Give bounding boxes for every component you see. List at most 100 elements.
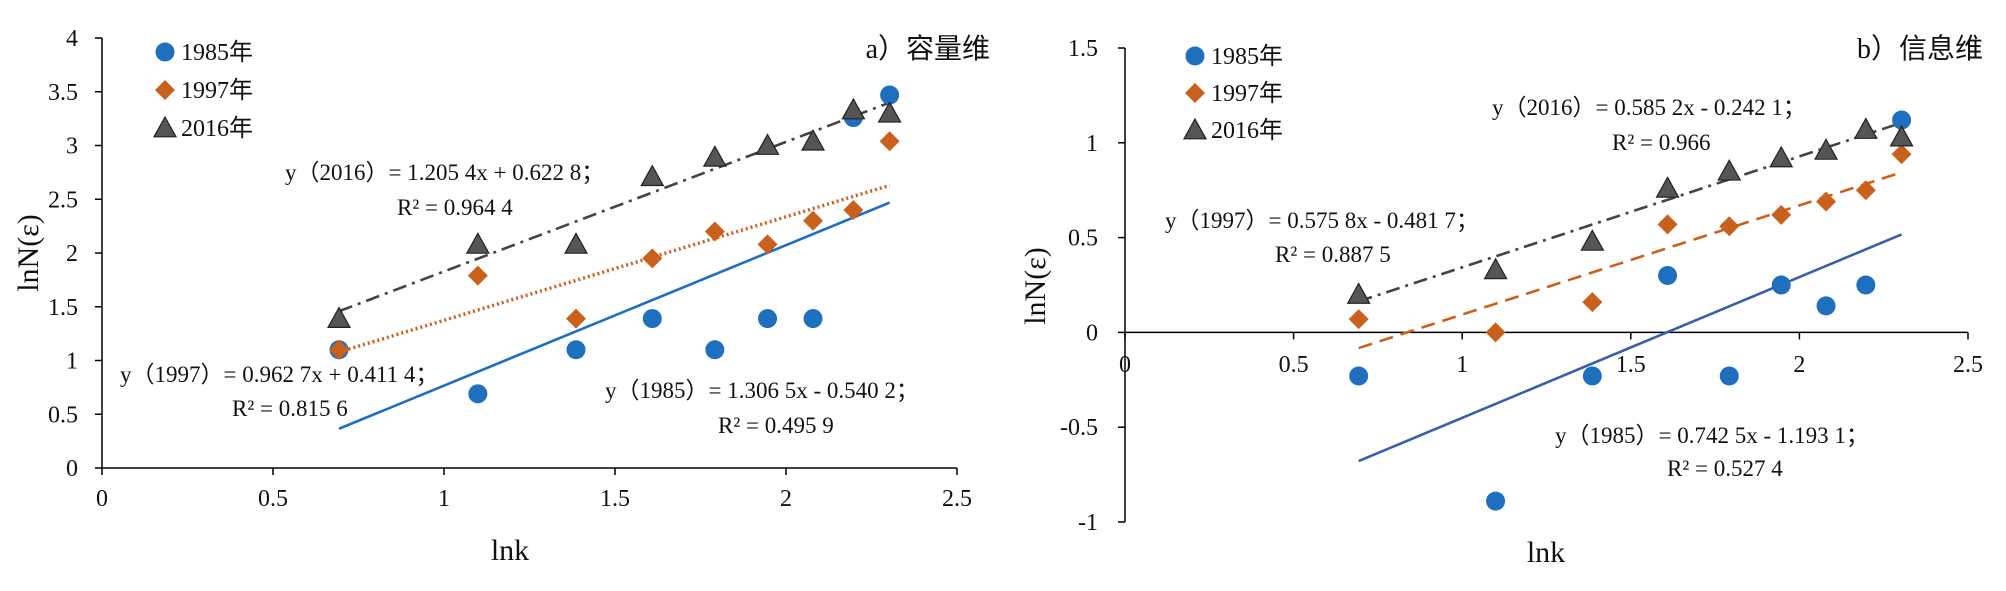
trendline-equation: y（1997）= 0.962 7x + 0.411 4； (120, 362, 438, 387)
legend-label: 1997年 (181, 77, 253, 104)
trendline-equation: y（2016）= 1.205 4x + 0.622 8； (285, 160, 604, 185)
r-squared-label: R² = 0.815 6 (232, 396, 348, 421)
data-point (1853, 117, 1878, 139)
x-tick-label: 2 (780, 486, 792, 512)
data-point (329, 339, 350, 360)
legend-marker (1185, 46, 1205, 66)
y-tick-label: 1 (66, 349, 78, 375)
data-point (1582, 292, 1603, 313)
data-point (1657, 214, 1678, 235)
y-tick-label: 3.5 (48, 80, 78, 106)
trendline-2 (338, 183, 891, 354)
data-point (465, 232, 490, 254)
data-point (758, 309, 778, 329)
data-point (467, 265, 488, 286)
y-tick-label: 0 (66, 456, 78, 482)
panel-title: b）信息维 (1857, 33, 1983, 65)
y-axis-title: lnN(ε) (12, 214, 45, 292)
data-point (1582, 366, 1602, 386)
x-tick-label: 0.5 (1279, 352, 1309, 378)
trendline-equation: y（1985）= 0.742 5x - 1.193 1； (1555, 423, 1869, 448)
data-point (566, 308, 587, 329)
data-point (879, 131, 900, 152)
trendline-equation: y（1997）= 0.575 8x - 0.481 7； (1165, 208, 1479, 233)
data-point (642, 309, 662, 329)
data-point (877, 101, 902, 123)
x-tick-label: 2.5 (1953, 352, 1983, 378)
data-point (803, 210, 824, 231)
x-tick-label: 2.5 (942, 486, 972, 512)
data-point (1580, 229, 1605, 251)
data-point (1855, 180, 1876, 201)
data-point (1816, 296, 1836, 316)
data-point (1816, 191, 1837, 212)
data-point (566, 340, 586, 360)
x-tick-label: 1 (1456, 352, 1468, 378)
data-point (803, 309, 823, 329)
r-squared-label: R² = 0.495 9 (718, 413, 834, 438)
r-squared-label: R² = 0.527 4 (1667, 456, 1783, 481)
trendline-equation: y（1985）= 1.306 5x - 0.540 2； (605, 378, 919, 403)
legend-label: 1997年 (1211, 80, 1283, 107)
data-point (1771, 204, 1792, 225)
x-axis-title: lnk (1527, 536, 1565, 569)
y-tick-label: 0.5 (48, 402, 78, 428)
data-point (841, 97, 866, 120)
x-tick-label: 1 (438, 486, 450, 512)
trendline-2 (1358, 171, 1902, 350)
data-point (843, 200, 864, 220)
legend-label: 2016年 (181, 115, 253, 142)
legend-marker (155, 80, 175, 100)
x-tick-label: 1.5 (1616, 352, 1646, 378)
data-point (1348, 309, 1369, 330)
data-point (704, 221, 725, 242)
data-point (755, 133, 780, 155)
x-tick-label: 2 (1793, 352, 1805, 378)
data-point (1483, 257, 1508, 280)
r-squared-label: R² = 0.966 (1612, 130, 1710, 155)
legend-marker (155, 42, 175, 62)
y-tick-label: 2.5 (48, 187, 78, 213)
data-point (1891, 144, 1912, 165)
y-tick-label: 1 (1086, 131, 1098, 157)
y-tick-label: 1.5 (1068, 36, 1098, 62)
data-point (800, 128, 826, 151)
data-point (1717, 159, 1742, 181)
y-tick-label: -1 (1078, 510, 1098, 536)
data-point (642, 248, 663, 269)
panel-title: a）容量维 (866, 33, 990, 65)
legend-label: 1985年 (181, 39, 253, 66)
data-point (1719, 366, 1739, 386)
data-point (1655, 176, 1680, 198)
chart-panel-1: 0 0.5 1 1.5 2 2.5 0 0.5 1 1.5 2 2.5 3 3.5 4 lnk lnN(ε) a）… (12, 26, 990, 567)
data-point (1349, 366, 1369, 386)
data-point (1771, 275, 1791, 295)
legend-label: 1985年 (1211, 43, 1283, 70)
data-point (880, 85, 900, 105)
trendline-1 (338, 201, 891, 430)
r-squared-label: R² = 0.887 5 (1275, 242, 1391, 267)
y-tick-label: 1.5 (48, 295, 78, 321)
data-point (1658, 266, 1678, 286)
x-tick-label: 0.5 (258, 486, 288, 512)
data-point (1346, 282, 1371, 304)
legend-marker (152, 115, 178, 138)
legend-marker (1182, 117, 1208, 140)
data-point (757, 234, 778, 255)
y-tick-label: 3 (66, 134, 78, 160)
data-point (640, 164, 665, 187)
data-point (702, 145, 727, 167)
data-point (705, 340, 725, 360)
y-tick-label: 2 (66, 241, 78, 267)
y-axis-title: lnN(ε) (1019, 247, 1052, 325)
chart-panel-2: 0 0.5 1 1.5 2 2.5 -1 -0.5 0 0.5 1 1.5 lnk lnN(ε) b）信息维… (1019, 33, 1983, 569)
trendline-1 (1358, 233, 1903, 463)
legend-label: 2016年 (1211, 117, 1283, 144)
x-axis-title: lnk (491, 534, 529, 567)
data-point (1856, 275, 1876, 295)
data-point (1892, 110, 1912, 130)
x-tick-label: 0 (1119, 352, 1131, 378)
data-point (1486, 491, 1506, 511)
data-point (1889, 124, 1914, 147)
